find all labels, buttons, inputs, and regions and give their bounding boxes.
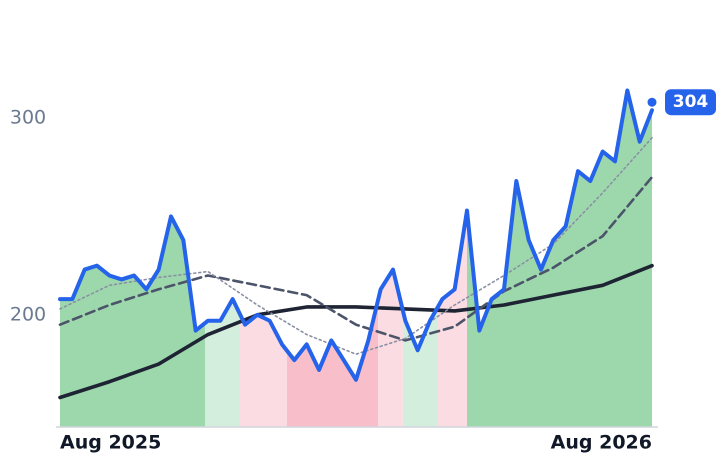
last-value-badge: [665, 89, 716, 116]
y-tick-label: 300: [10, 107, 46, 129]
y-tick-label: 200: [10, 303, 46, 325]
last-value-label: 304: [673, 92, 709, 112]
regime-band: [240, 90, 287, 427]
regime-band: [60, 90, 206, 427]
regime-band: [205, 90, 241, 427]
regime-band: [378, 90, 403, 427]
regime-band: [437, 90, 467, 427]
moving-average-line: [58, 175, 654, 342]
regime-band: [286, 90, 379, 427]
regime-band: [467, 90, 652, 427]
x-tick-label: Aug 2025: [60, 432, 161, 454]
regime-bands: [60, 90, 652, 427]
moving-average-line: [58, 263, 654, 400]
regime-band: [402, 90, 438, 427]
x-tick-label: Aug 2026: [551, 432, 652, 454]
price-line: [58, 88, 654, 382]
last-point: [647, 97, 657, 107]
